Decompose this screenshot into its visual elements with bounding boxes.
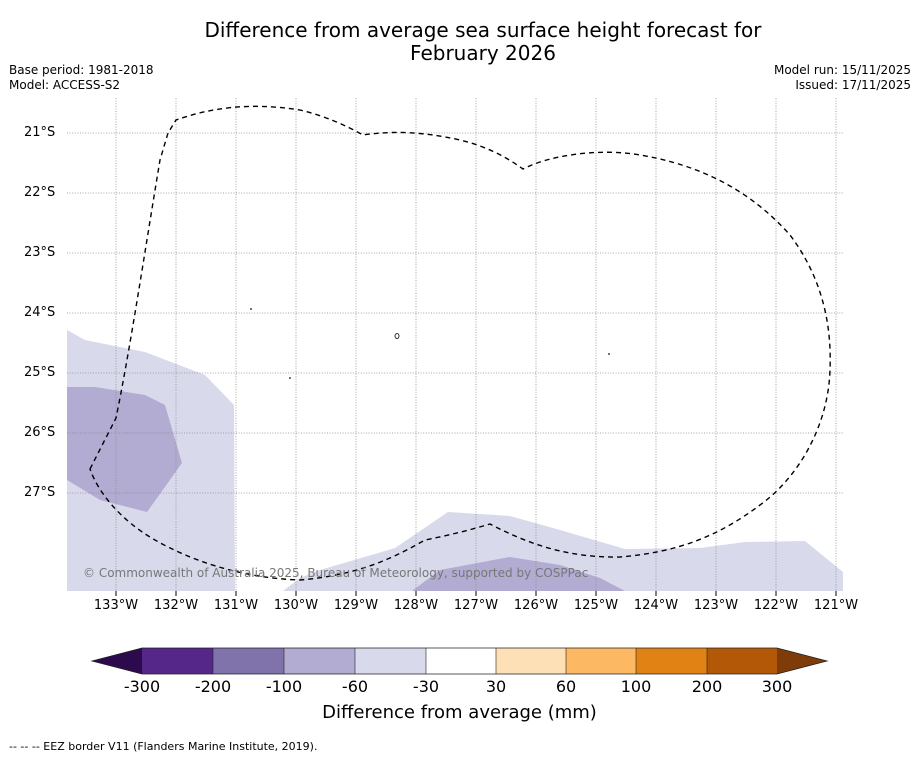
colorbar-segment xyxy=(426,648,496,674)
colorbar-label: -300 xyxy=(123,677,161,696)
lon-label: 130°W xyxy=(273,598,319,613)
lon-label: 128°W xyxy=(393,598,439,613)
colorbar-segment xyxy=(566,648,636,674)
lon-label: 125°W xyxy=(573,598,619,613)
lon-label: 127°W xyxy=(453,598,499,613)
title-line-2: February 2026 xyxy=(410,41,556,65)
graticule xyxy=(67,98,843,591)
colorbar-segment xyxy=(707,648,777,674)
colorbar-label: 30 xyxy=(485,677,507,696)
region-minus60-to-minus100-south xyxy=(412,557,625,591)
eez-border xyxy=(89,105,831,581)
lat-label: 27°S xyxy=(24,485,56,500)
lon-label: 132°W xyxy=(153,598,199,613)
region-minus60-to-minus100-west xyxy=(67,387,182,512)
issued-date: Issued: 17/11/2025 xyxy=(795,78,911,92)
lat-label: 21°S xyxy=(24,125,56,140)
lat-label: 24°S xyxy=(24,305,56,320)
colorbar xyxy=(90,647,829,675)
colorbar-label: -100 xyxy=(265,677,303,696)
chart-title: Difference from average sea surface heig… xyxy=(0,19,919,65)
colorbar-label: 300 xyxy=(761,677,793,696)
lat-label: 23°S xyxy=(24,245,56,260)
lon-label: 131°W xyxy=(213,598,259,613)
colorbar-label: -30 xyxy=(412,677,440,696)
colorbar-segment xyxy=(284,648,355,674)
colorbar-label: -60 xyxy=(341,677,369,696)
colorbar-label: -200 xyxy=(194,677,232,696)
attribution-text: © Commonwealth of Australia 2025, Bureau… xyxy=(83,566,588,580)
lon-ticks xyxy=(115,591,837,596)
island-marker xyxy=(289,377,291,379)
colorbar-over-arrow xyxy=(777,648,827,674)
colorbar-label: 200 xyxy=(691,677,723,696)
lon-label: 133°W xyxy=(93,598,139,613)
meta-right: Model run: 15/11/2025 Issued: 17/11/2025 xyxy=(774,63,911,93)
colorbar-segment xyxy=(496,648,566,674)
meta-left: Base period: 1981-2018 Model: ACCESS-S2 xyxy=(9,63,154,93)
lon-label: 129°W xyxy=(333,598,379,613)
colorbar-title: Difference from average (mm) xyxy=(322,702,597,723)
colorbar-segment xyxy=(213,648,284,674)
colorbar-segment xyxy=(355,648,426,674)
lat-label: 22°S xyxy=(24,185,56,200)
lon-label: 124°W xyxy=(633,598,679,613)
island-marker xyxy=(608,353,610,355)
colorbar-outline xyxy=(90,647,829,675)
model-run: Model run: 15/11/2025 xyxy=(773,63,911,77)
eez-footnote: -- -- -- EEZ border V11 (Flanders Marine… xyxy=(9,740,318,753)
lon-label: 126°W xyxy=(513,598,559,613)
colorbar-label: 60 xyxy=(555,677,577,696)
base-period: Base period: 1981-2018 xyxy=(9,63,154,77)
colorbar-segment xyxy=(142,648,213,674)
region-minus30-to-minus60-south xyxy=(283,512,843,591)
model-name: Model: ACCESS-S2 xyxy=(9,78,121,92)
lat-label: 25°S xyxy=(24,365,56,380)
colorbar-label: 100 xyxy=(620,677,652,696)
island-marker xyxy=(394,333,400,339)
colorbar-under-arrow xyxy=(92,648,142,674)
lon-label: 123°W xyxy=(693,598,739,613)
title-line-1: Difference from average sea surface heig… xyxy=(204,18,762,42)
islands xyxy=(250,308,610,379)
colorbar-segment xyxy=(636,648,707,674)
lon-label: 121°W xyxy=(813,598,859,613)
lon-label: 122°W xyxy=(753,598,799,613)
anomaly-shading xyxy=(67,330,843,591)
lat-label: 26°S xyxy=(24,425,56,440)
island-marker xyxy=(250,308,252,310)
